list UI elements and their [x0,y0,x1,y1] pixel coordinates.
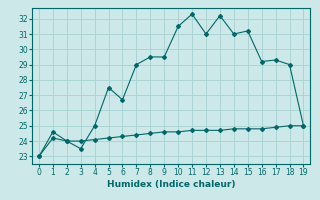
X-axis label: Humidex (Indice chaleur): Humidex (Indice chaleur) [107,180,236,189]
